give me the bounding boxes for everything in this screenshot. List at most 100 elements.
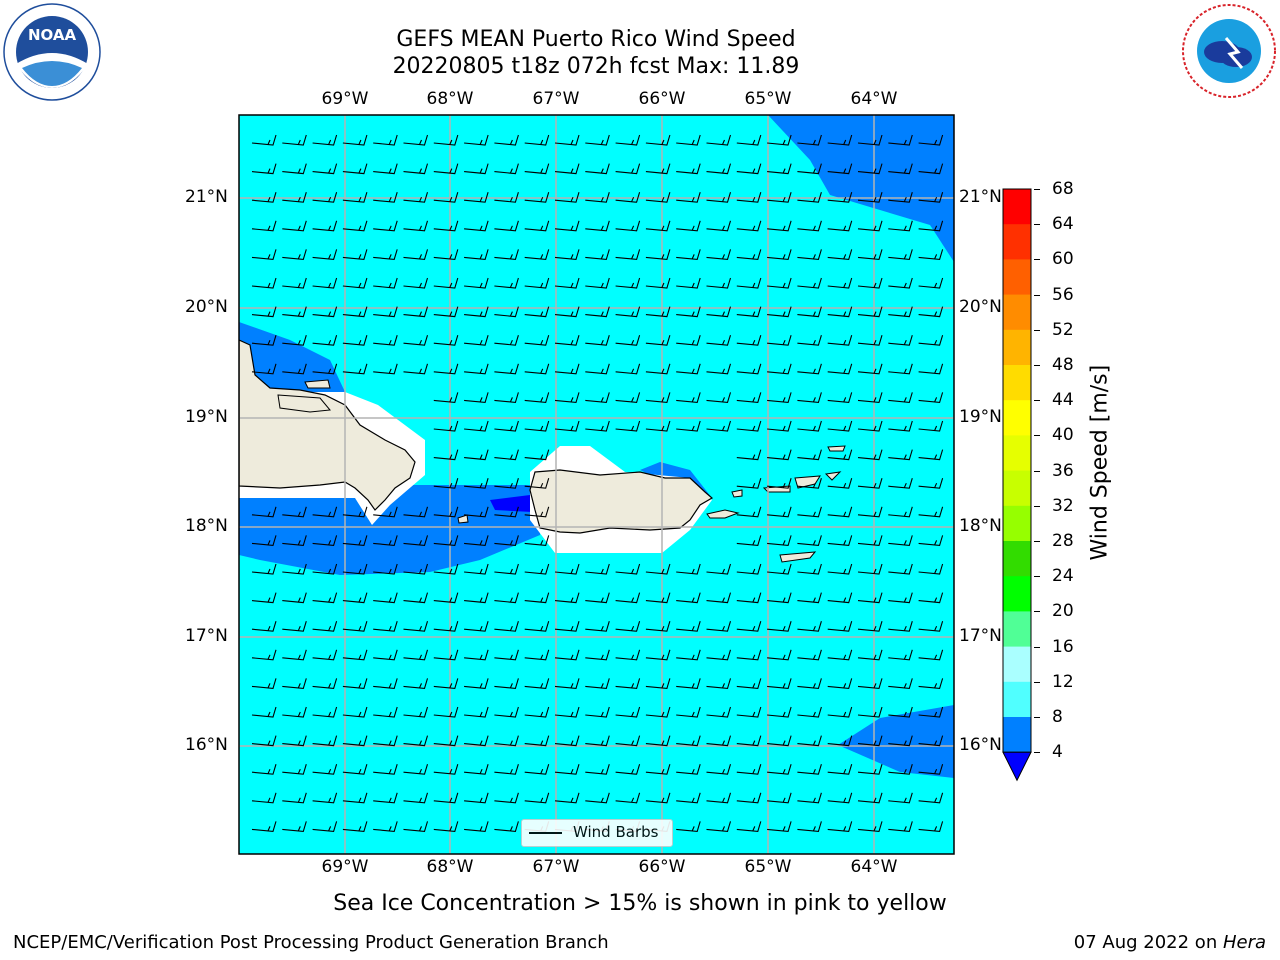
- wind-barb: [433, 392, 459, 403]
- wind-barb: [918, 220, 944, 232]
- wind-barb: [524, 592, 550, 604]
- map-legend: Wind Barbs: [521, 819, 673, 847]
- wind-barb: [464, 592, 489, 604]
- wind-barb: [433, 220, 459, 232]
- wind-barb: [494, 449, 519, 461]
- wind-barb: [342, 764, 368, 775]
- wind-barb: [433, 649, 459, 661]
- wind-barb: [494, 563, 519, 575]
- wind-barb: [706, 306, 732, 318]
- wind-barb: [373, 706, 398, 718]
- wind-barb: [464, 392, 489, 403]
- wind-barb: [857, 335, 883, 346]
- wind-barb: [797, 764, 822, 775]
- islet-north: [304, 379, 331, 389]
- wind-barb: [857, 706, 883, 718]
- wind-barb: [736, 792, 762, 804]
- wind-barb: [706, 220, 732, 232]
- wind-barb: [282, 792, 307, 804]
- wind-barb: [554, 563, 580, 575]
- wind-barb: [797, 478, 822, 489]
- wind-barb: [676, 392, 701, 403]
- colorbar-label: Wind Speed [m/s]: [1087, 364, 1113, 561]
- lat-label-left: 20°N: [185, 297, 228, 317]
- footer-date: 07 Aug 2022 on: [1073, 932, 1223, 953]
- wind-barb: [736, 249, 762, 260]
- wind-barb: [888, 449, 913, 461]
- wind-barb: [767, 249, 792, 260]
- wind-barb: [403, 792, 429, 804]
- wind-barb: [797, 220, 822, 232]
- colorbar-tick-label: 44: [1052, 390, 1074, 411]
- wind-barb: [706, 363, 732, 375]
- wind-barb: [615, 678, 641, 689]
- wind-barb: [736, 535, 762, 546]
- lat-label-right: 18°N: [959, 516, 1002, 536]
- wind-barb: [797, 706, 822, 718]
- wind-barb: [797, 678, 822, 689]
- wind-barb: [342, 506, 368, 518]
- wind-barb: [282, 649, 307, 661]
- wind-barb: [282, 134, 307, 146]
- wind-barb: [645, 592, 671, 604]
- graticule: [239, 115, 954, 854]
- wind-barb: [251, 563, 277, 575]
- mona-island: [457, 514, 469, 524]
- wind-barb: [645, 735, 671, 747]
- wind-barb: [797, 735, 822, 747]
- wind-barb: [918, 192, 944, 203]
- wind-barb: [797, 535, 822, 546]
- wind-barb: [464, 649, 489, 661]
- wind-barb: [706, 592, 732, 604]
- wind-barb: [857, 134, 883, 146]
- wind-barb: [342, 535, 368, 546]
- wind-barb: [464, 764, 489, 775]
- wind-barb: [312, 563, 338, 575]
- lat-label-left: 16°N: [185, 735, 228, 755]
- wind-barb: [251, 220, 277, 232]
- colorbar-segment: [1003, 329, 1031, 366]
- wind-barb: [312, 163, 338, 175]
- wind-barb: [373, 249, 398, 260]
- wind-barb: [282, 535, 307, 546]
- low-wind-region-mona: [239, 485, 540, 575]
- colorbar-segment: [1003, 611, 1031, 648]
- wind-barb: [433, 134, 459, 146]
- wind-barb: [403, 335, 429, 346]
- colorbar-tick-label: 60: [1052, 249, 1074, 270]
- wind-barb: [918, 506, 944, 518]
- wind-barb: [767, 592, 792, 604]
- wind-barb: [857, 306, 883, 318]
- wind-barb: [857, 478, 883, 489]
- wind-barb: [585, 363, 610, 375]
- st-croix-island: [779, 551, 817, 563]
- wind-barb: [615, 706, 641, 718]
- wind-barb: [403, 363, 429, 375]
- wind-barb: [464, 277, 489, 289]
- wind-barb: [736, 678, 762, 689]
- wind-barb: [251, 792, 277, 804]
- colorbar-tick: [1034, 329, 1040, 331]
- wind-barb: [918, 420, 944, 432]
- wind-barb: [251, 621, 277, 632]
- wind-barb: [342, 563, 368, 575]
- wind-barb: [827, 621, 853, 632]
- wind-barb: [767, 535, 792, 546]
- wind-barb: [615, 735, 641, 747]
- wind-barb: [494, 249, 519, 260]
- wind-barb: [676, 563, 701, 575]
- wind-barb: [433, 535, 459, 546]
- wind-barb: [282, 306, 307, 318]
- colorbar-tick-label: 4: [1052, 742, 1063, 763]
- wind-barb: [554, 249, 580, 260]
- wind-barb: [676, 792, 701, 804]
- colorbar-tick: [1034, 294, 1040, 296]
- wind-barb: [827, 163, 853, 175]
- wind-barb: [524, 535, 550, 546]
- colorbar-tick-label: 64: [1052, 214, 1074, 235]
- wind-barb: [403, 621, 429, 632]
- wind-barb: [403, 706, 429, 718]
- wind-barb: [342, 192, 368, 203]
- wind-barb: [251, 735, 277, 747]
- wind-barb: [645, 363, 671, 375]
